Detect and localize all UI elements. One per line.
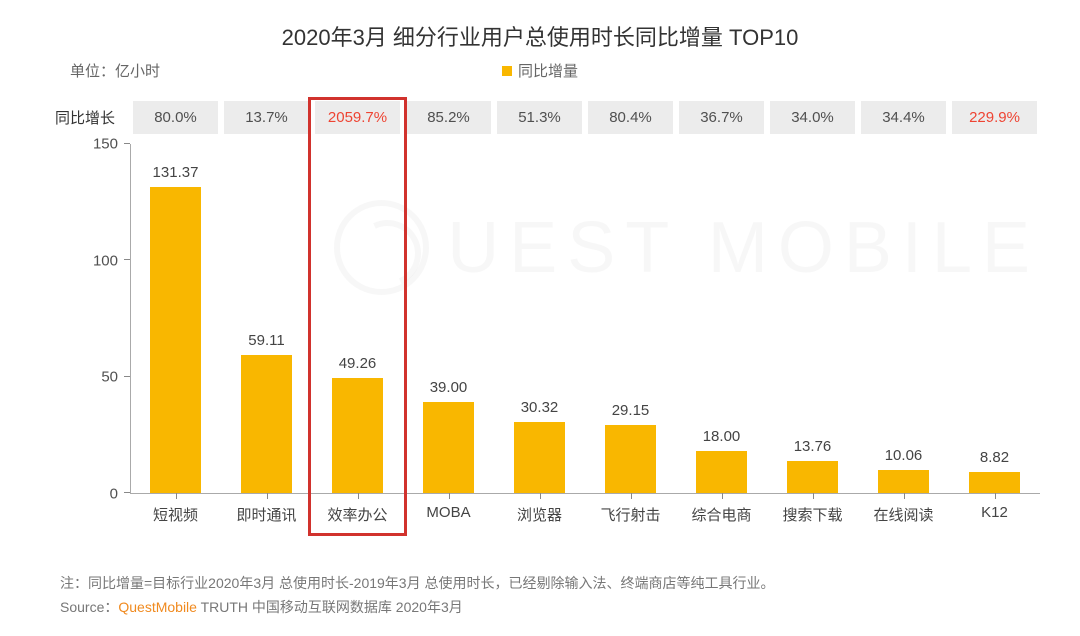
chart-area: 050100150 131.3759.1149.2639.0030.3229.1… [40,144,1040,534]
bar-value-label: 30.32 [521,399,559,416]
growth-cell: 13.7% [224,101,309,134]
y-tick-label: 150 [93,136,118,153]
x-tick-mark [267,493,268,499]
growth-row-label: 同比增长 [40,101,130,134]
x-axis-label: 即时通讯 [221,494,312,534]
bar: 18.00 [696,451,747,493]
x-tick-mark [176,493,177,499]
x-axis-label: 在线阅读 [858,494,949,534]
bar-column: 29.15 [585,144,676,493]
x-tick-mark [722,493,723,499]
bar-column: 49.26 [312,144,403,493]
footer-source: Source：QuestMobile TRUTH 中国移动互联网数据库 2020… [60,596,1040,620]
x-tick-mark [995,493,996,499]
bar-column: 13.76 [767,144,858,493]
x-axis-label: MOBA [403,494,494,534]
unit-label: 单位：亿小时 [70,60,160,81]
y-tick-mark [124,143,130,144]
y-tick-label: 50 [101,369,118,386]
bar-value-label: 8.82 [980,449,1009,466]
chart-title: 2020年3月 细分行业用户总使用时长同比增量 TOP10 [0,0,1080,52]
bar: 10.06 [878,470,929,493]
bar-value-label: 29.15 [612,402,650,419]
bar: 59.11 [241,355,292,493]
bar: 13.76 [787,461,838,493]
bar-column: 39.00 [403,144,494,493]
x-axis-label: 浏览器 [494,494,585,534]
growth-cells: 80.0%13.7%2059.7%85.2%51.3%80.4%36.7%34.… [130,101,1040,134]
source-rest: TRUTH 中国移动互联网数据库 2020年3月 [197,599,463,615]
x-tick-mark [631,493,632,499]
bar-column: 30.32 [494,144,585,493]
x-axis-label: 搜索下载 [767,494,858,534]
growth-row: 同比增长 80.0%13.7%2059.7%85.2%51.3%80.4%36.… [40,101,1040,134]
footer: 注：同比增量=目标行业2020年3月 总使用时长-2019年3月 总使用时长，已… [60,572,1040,620]
x-axis-label: 短视频 [130,494,221,534]
x-tick-mark [449,493,450,499]
bar-value-label: 10.06 [885,447,923,464]
legend-swatch [502,66,512,76]
growth-cell: 229.9% [952,101,1037,134]
y-axis: 050100150 [40,144,130,494]
x-axis-label: 效率办公 [312,494,403,534]
growth-cell: 34.4% [861,101,946,134]
bar: 39.00 [423,402,474,493]
x-axis-label: K12 [949,494,1040,534]
bar-column: 59.11 [221,144,312,493]
source-brand: QuestMobile [118,599,197,615]
bar-value-label: 49.26 [339,355,377,372]
x-axis-label: 综合电商 [676,494,767,534]
legend: 同比增量 [502,60,578,81]
bar: 8.82 [969,472,1020,493]
bar: 49.26 [332,378,383,493]
bars-container: 131.37 59.11 49.26 39.00 30.32 29.15 18.00 13.7… [130,144,1040,493]
bar-value-label: 39.00 [430,379,468,396]
x-axis-labels: 短视频即时通讯效率办公MOBA浏览器飞行射击综合电商搜索下载在线阅读K12 [130,494,1040,534]
x-tick-mark [904,493,905,499]
growth-cell: 2059.7% [315,101,400,134]
bar-value-label: 13.76 [794,438,832,455]
bar-column: 8.82 [949,144,1040,493]
bar-value-label: 18.00 [703,428,741,445]
bar-value-label: 59.11 [248,332,284,349]
bar-column: 131.37 [130,144,221,493]
bar-column: 10.06 [858,144,949,493]
x-axis-label: 飞行射击 [585,494,676,534]
y-tick-mark [124,492,130,493]
y-tick-label: 100 [93,252,118,269]
growth-cell: 51.3% [497,101,582,134]
growth-cell: 36.7% [679,101,764,134]
y-tick-mark [124,259,130,260]
legend-label: 同比增量 [518,60,578,81]
plot-area: 131.37 59.11 49.26 39.00 30.32 29.15 18.00 13.7… [130,144,1040,494]
sub-header-row: 单位：亿小时 同比增量 . [0,52,1080,81]
x-tick-mark [813,493,814,499]
y-tick-mark [124,376,130,377]
bar: 131.37 [150,187,201,493]
bar: 29.15 [605,425,656,493]
growth-cell: 34.0% [770,101,855,134]
x-tick-mark [358,493,359,499]
growth-cell: 85.2% [406,101,491,134]
bar-column: 18.00 [676,144,767,493]
footer-note: 注：同比增量=目标行业2020年3月 总使用时长-2019年3月 总使用时长，已… [60,572,1040,596]
y-tick-label: 0 [110,486,118,503]
growth-cell: 80.0% [133,101,218,134]
bar: 30.32 [514,422,565,493]
bar-value-label: 131.37 [153,164,199,181]
note-text: 同比增量=目标行业2020年3月 总使用时长-2019年3月 总使用时长，已经剔… [88,575,774,591]
source-prefix: Source： [60,599,118,615]
growth-cell: 80.4% [588,101,673,134]
note-prefix: 注： [60,575,88,591]
x-tick-mark [540,493,541,499]
